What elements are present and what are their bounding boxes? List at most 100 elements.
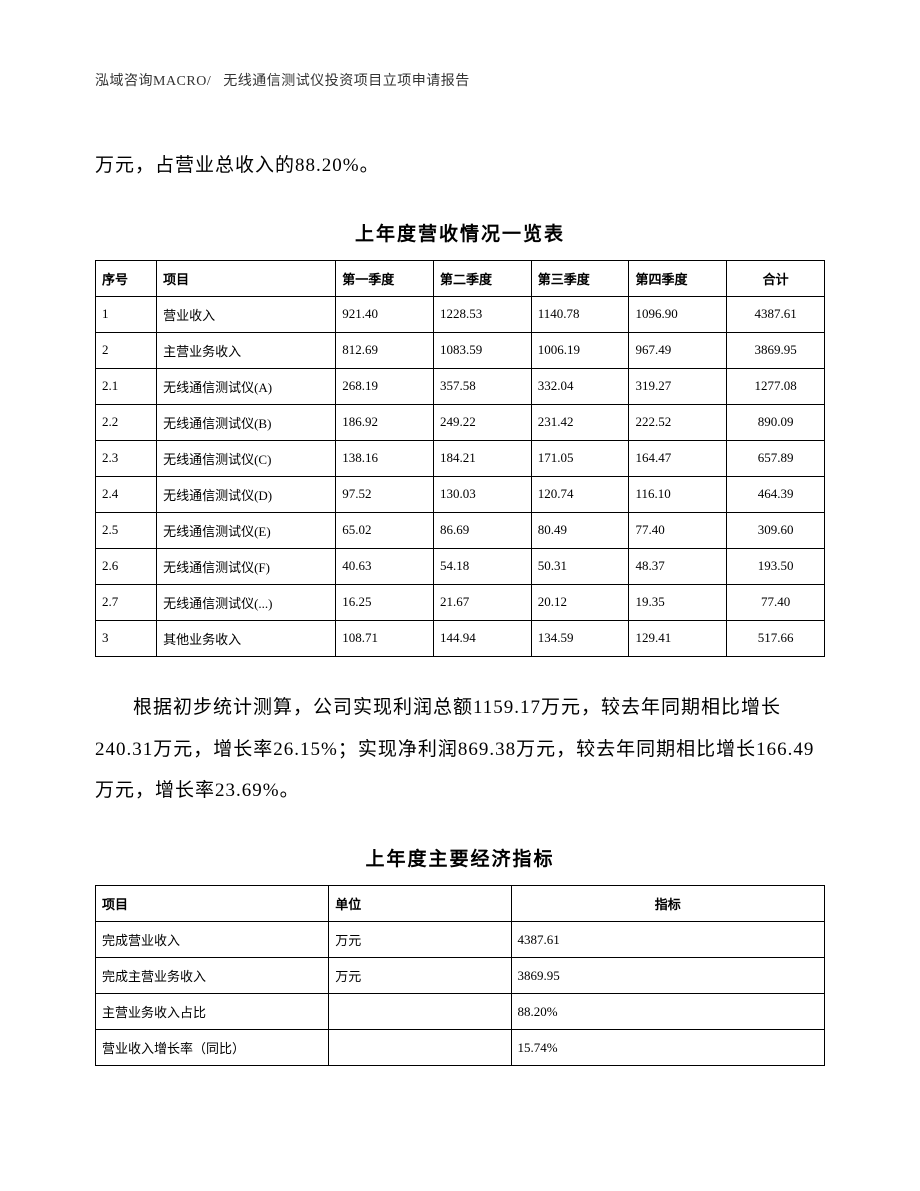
document-title: 无线通信测试仪投资项目立项申请报告: [223, 74, 470, 89]
table-cell: 无线通信测试仪(E): [157, 512, 336, 548]
indicator-table: 项目 单位 指标 完成营业收入万元4387.61完成主营业务收入万元3869.9…: [95, 885, 825, 1066]
table-cell: 21.67: [434, 584, 532, 620]
th-indicator: 指标: [511, 886, 824, 922]
table-cell: 309.60: [727, 512, 825, 548]
table-cell: 88.20%: [511, 994, 824, 1030]
table-cell: 营业收入: [157, 296, 336, 332]
table-cell: 319.27: [629, 368, 727, 404]
table-cell: 1228.53: [434, 296, 532, 332]
table-cell: 249.22: [434, 404, 532, 440]
table-row: 2.2无线通信测试仪(B)186.92249.22231.42222.52890…: [96, 404, 825, 440]
table-cell: 171.05: [531, 440, 629, 476]
table-cell: 1006.19: [531, 332, 629, 368]
table-cell: 3: [96, 620, 157, 656]
table-cell: 48.37: [629, 548, 727, 584]
table-cell: 1096.90: [629, 296, 727, 332]
table-cell: 万元: [329, 922, 511, 958]
table-cell: 97.52: [336, 476, 434, 512]
table-cell: [329, 1030, 511, 1066]
table-cell: 890.09: [727, 404, 825, 440]
table-cell: 其他业务收入: [157, 620, 336, 656]
table-cell: 无线通信测试仪(C): [157, 440, 336, 476]
table-cell: [329, 994, 511, 1030]
th-seq: 序号: [96, 260, 157, 296]
table-cell: 15.74%: [511, 1030, 824, 1066]
th-q2: 第二季度: [434, 260, 532, 296]
table-cell: 无线通信测试仪(A): [157, 368, 336, 404]
table-cell: 3869.95: [727, 332, 825, 368]
table-row: 2.3无线通信测试仪(C)138.16184.21171.05164.47657…: [96, 440, 825, 476]
table-row: 2.5无线通信测试仪(E)65.0286.6980.4977.40309.60: [96, 512, 825, 548]
table-row: 主营业务收入占比 88.20%: [96, 994, 825, 1030]
table-cell: 357.58: [434, 368, 532, 404]
th-q1: 第一季度: [336, 260, 434, 296]
table-cell: 无线通信测试仪(D): [157, 476, 336, 512]
table-cell: 完成主营业务收入: [96, 958, 329, 994]
table1-body: 1营业收入921.401228.531140.781096.904387.612…: [96, 296, 825, 656]
table-cell: 40.63: [336, 548, 434, 584]
table-cell: 1277.08: [727, 368, 825, 404]
table-cell: 2.2: [96, 404, 157, 440]
table-cell: 主营业务收入: [157, 332, 336, 368]
table-cell: 无线通信测试仪(B): [157, 404, 336, 440]
table-cell: 20.12: [531, 584, 629, 620]
table-cell: 116.10: [629, 476, 727, 512]
table-cell: 1: [96, 296, 157, 332]
table-cell: 2.6: [96, 548, 157, 584]
table-cell: 无线通信测试仪(F): [157, 548, 336, 584]
table-row: 1营业收入921.401228.531140.781096.904387.61: [96, 296, 825, 332]
table-row: 完成主营业务收入万元3869.95: [96, 958, 825, 994]
table-cell: 138.16: [336, 440, 434, 476]
company-name: 泓域咨询MACRO/: [95, 74, 211, 89]
table-cell: 164.47: [629, 440, 727, 476]
table2-body: 完成营业收入万元4387.61完成主营业务收入万元3869.95主营业务收入占比…: [96, 922, 825, 1066]
table-cell: 2.7: [96, 584, 157, 620]
table-row: 3其他业务收入108.71144.94134.59129.41517.66: [96, 620, 825, 656]
table-cell: 464.39: [727, 476, 825, 512]
table-row: 2主营业务收入812.691083.591006.19967.493869.95: [96, 332, 825, 368]
th-total: 合计: [727, 260, 825, 296]
table-row: 2.1无线通信测试仪(A)268.19357.58332.04319.27127…: [96, 368, 825, 404]
table-cell: 120.74: [531, 476, 629, 512]
table-cell: 2.3: [96, 440, 157, 476]
table-cell: 19.35: [629, 584, 727, 620]
table-cell: 完成营业收入: [96, 922, 329, 958]
table-cell: 2.5: [96, 512, 157, 548]
table-cell: 无线通信测试仪(...): [157, 584, 336, 620]
table-cell: 144.94: [434, 620, 532, 656]
page-header: 泓域咨询MACRO/ 无线通信测试仪投资项目立项申请报告: [95, 70, 825, 90]
table-cell: 134.59: [531, 620, 629, 656]
table-cell: 967.49: [629, 332, 727, 368]
table-cell: 129.41: [629, 620, 727, 656]
table-cell: 77.40: [727, 584, 825, 620]
table-cell: 65.02: [336, 512, 434, 548]
table-row: 完成营业收入万元4387.61: [96, 922, 825, 958]
table-row: 营业收入增长率（同比） 15.74%: [96, 1030, 825, 1066]
table-cell: 营业收入增长率（同比）: [96, 1030, 329, 1066]
intro-paragraph: 万元，占营业总收入的88.20%。: [95, 145, 825, 187]
table-cell: 2.1: [96, 368, 157, 404]
table2-title: 上年度主要经济指标: [95, 844, 825, 871]
table-cell: 86.69: [434, 512, 532, 548]
table-row: 2.4无线通信测试仪(D)97.52130.03120.74116.10464.…: [96, 476, 825, 512]
table1-header-row: 序号 项目 第一季度 第二季度 第三季度 第四季度 合计: [96, 260, 825, 296]
table-cell: 332.04: [531, 368, 629, 404]
table-cell: 4387.61: [511, 922, 824, 958]
table-cell: 16.25: [336, 584, 434, 620]
table-cell: 万元: [329, 958, 511, 994]
th-q4: 第四季度: [629, 260, 727, 296]
table-cell: 1083.59: [434, 332, 532, 368]
table-cell: 50.31: [531, 548, 629, 584]
table-cell: 2: [96, 332, 157, 368]
table-cell: 222.52: [629, 404, 727, 440]
table-cell: 77.40: [629, 512, 727, 548]
table2-header-row: 项目 单位 指标: [96, 886, 825, 922]
th-item: 项目: [157, 260, 336, 296]
table-cell: 517.66: [727, 620, 825, 656]
table-cell: 231.42: [531, 404, 629, 440]
table-cell: 4387.61: [727, 296, 825, 332]
table-row: 2.6无线通信测试仪(F)40.6354.1850.3148.37193.50: [96, 548, 825, 584]
table-cell: 921.40: [336, 296, 434, 332]
table-cell: 主营业务收入占比: [96, 994, 329, 1030]
th-project: 项目: [96, 886, 329, 922]
